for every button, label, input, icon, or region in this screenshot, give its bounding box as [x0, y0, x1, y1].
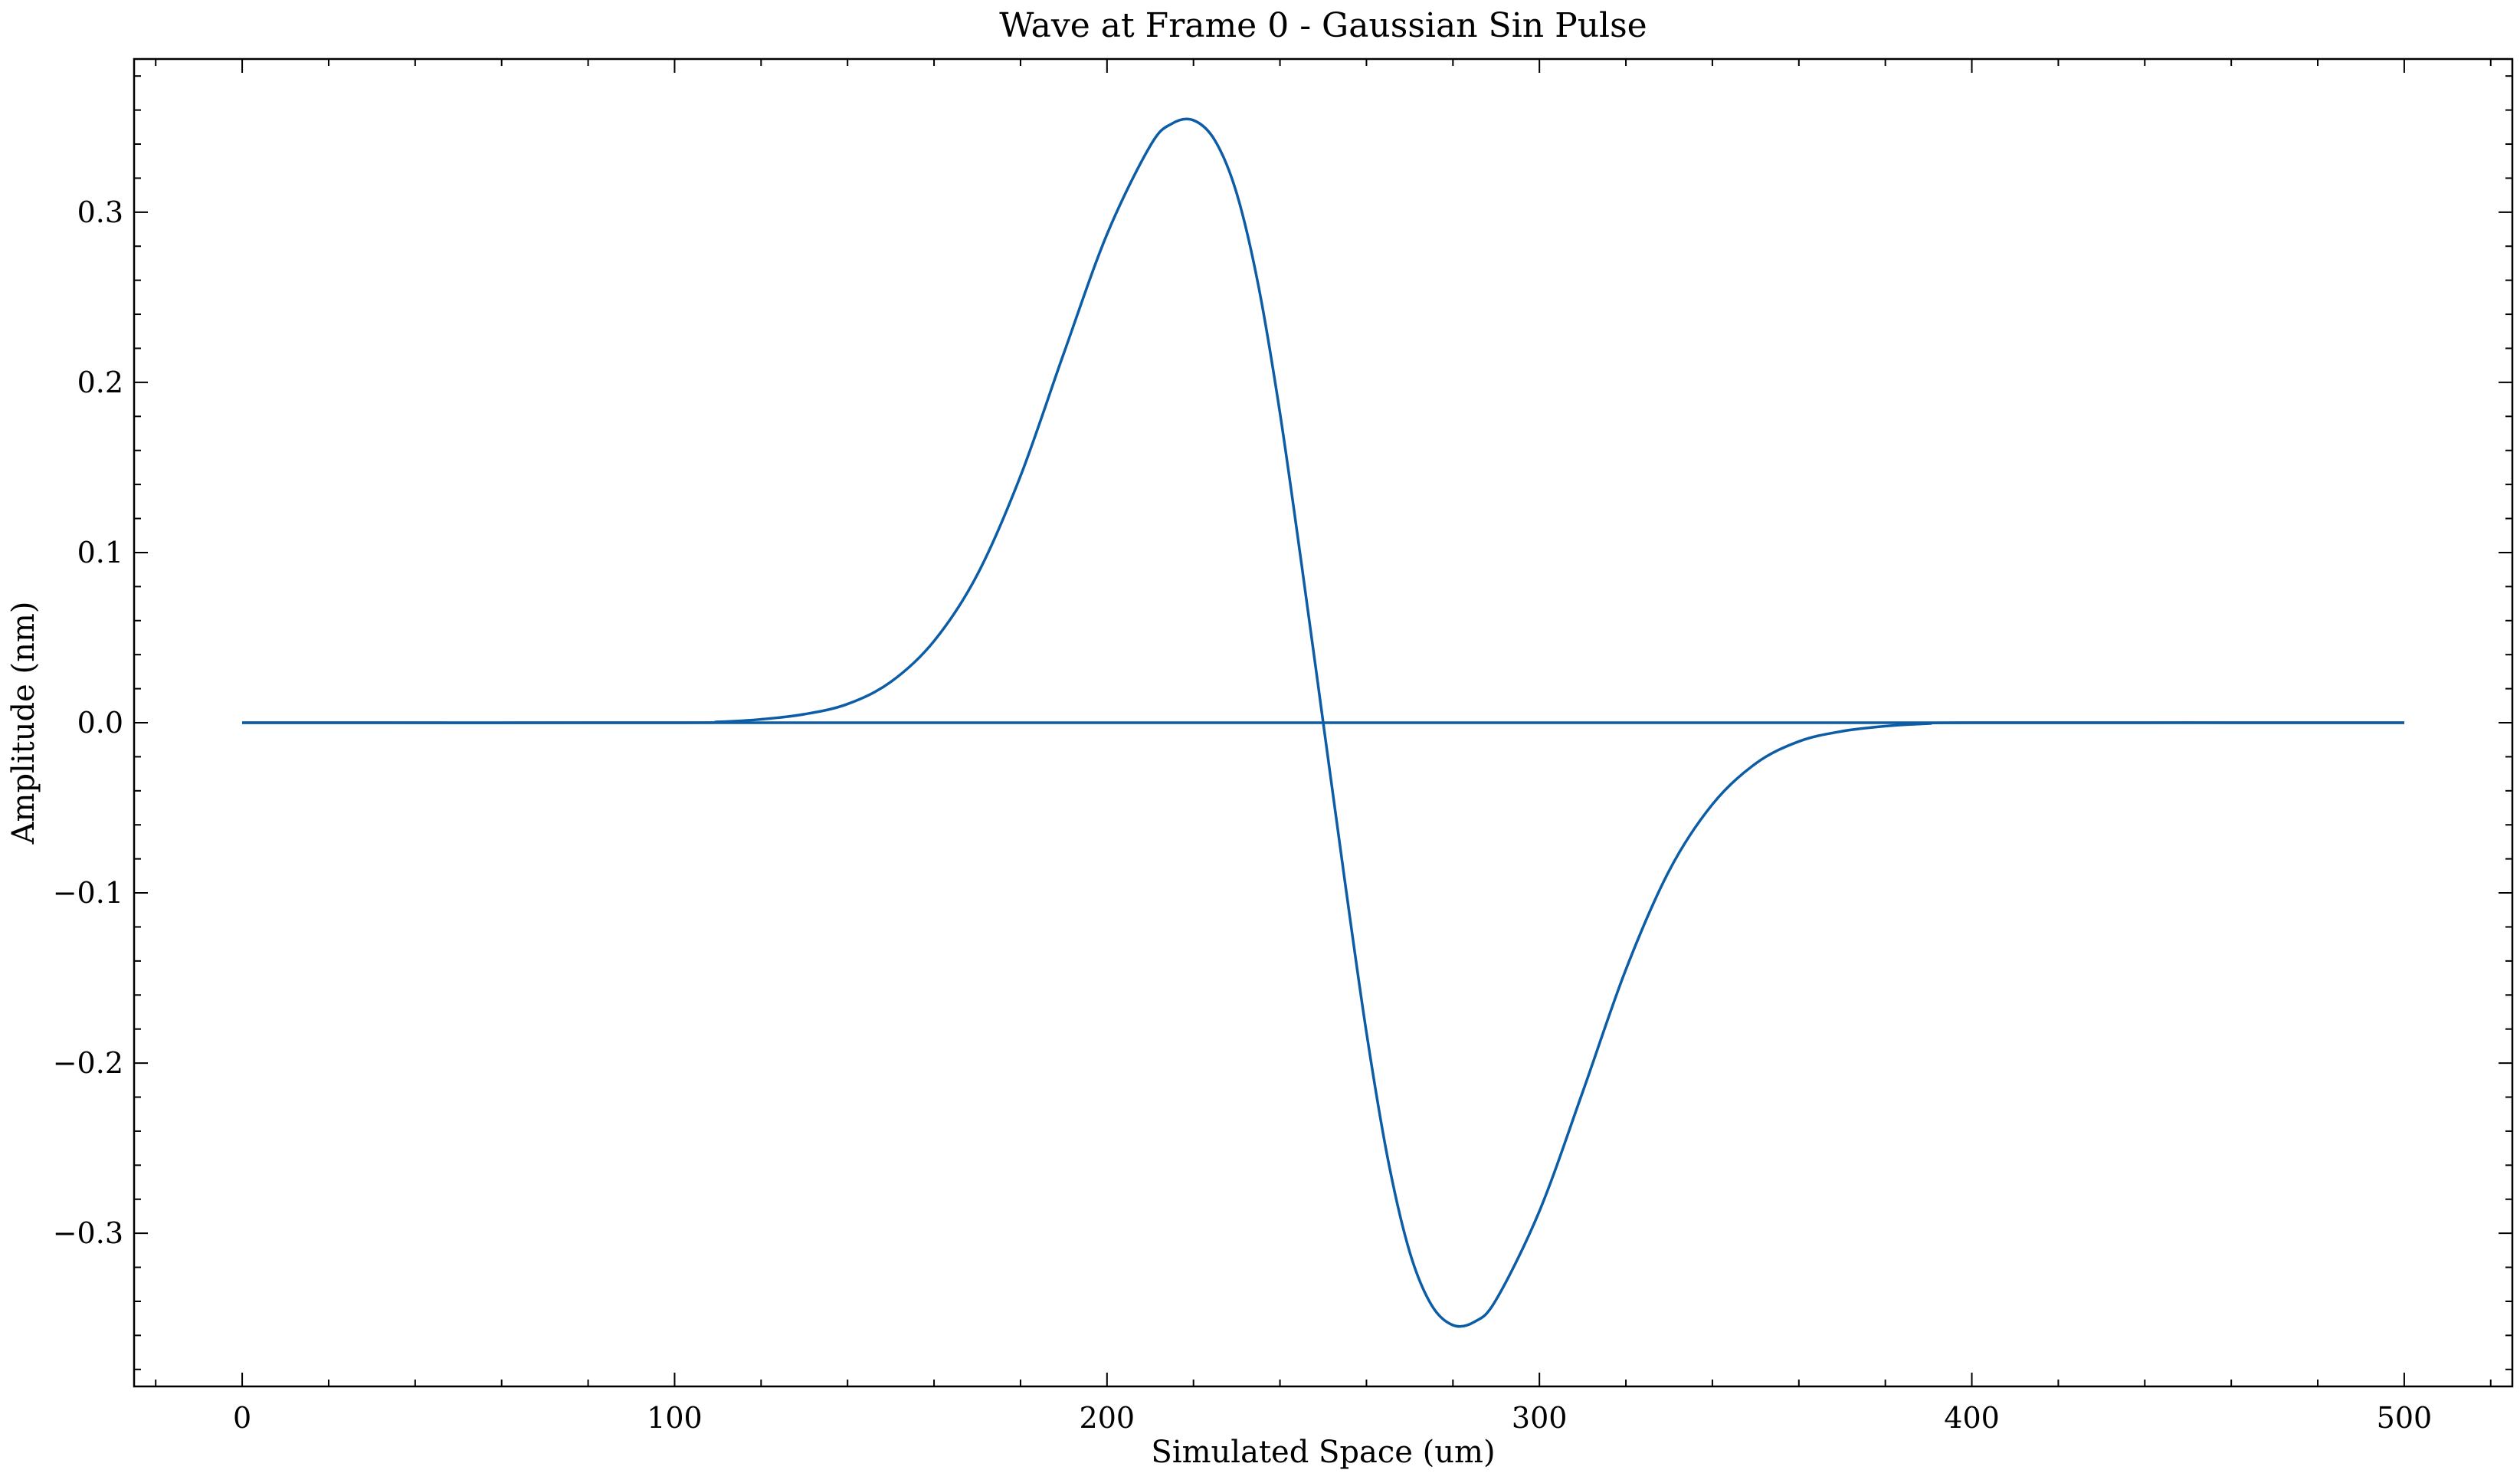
y-tick-label: 0.1 — [77, 536, 123, 569]
y-tick-label: 0.0 — [77, 706, 123, 740]
y-tick-label: −0.1 — [53, 876, 123, 910]
y-tick-label: −0.3 — [53, 1216, 123, 1250]
x-tick-label: 200 — [1080, 1401, 1135, 1435]
y-tick-label: 0.2 — [77, 366, 123, 399]
x-tick-label: 300 — [1512, 1401, 1568, 1435]
y-tick-label: −0.2 — [53, 1046, 123, 1080]
x-axis-label: Simulated Space (um) — [1151, 1435, 1495, 1470]
plot-area: 0 100 200 300 400 500 −0.3 −0.2 −0.1 0.0 0.1 0.2 0.3 — [53, 59, 2512, 1435]
x-tick-label: 400 — [1944, 1401, 2000, 1435]
x-tick-label: 500 — [2377, 1401, 2433, 1435]
y-axis-label: Amplitude (nm) — [6, 602, 41, 845]
chart-title: Wave at Frame 0 - Gaussian Sin Pulse — [999, 6, 1647, 45]
x-tick-label: 100 — [647, 1401, 703, 1435]
y-tick-label: 0.3 — [77, 195, 123, 229]
x-tick-label: 0 — [233, 1401, 251, 1435]
series-line — [242, 117, 2404, 1328]
plot-frame — [133, 57, 2514, 1388]
